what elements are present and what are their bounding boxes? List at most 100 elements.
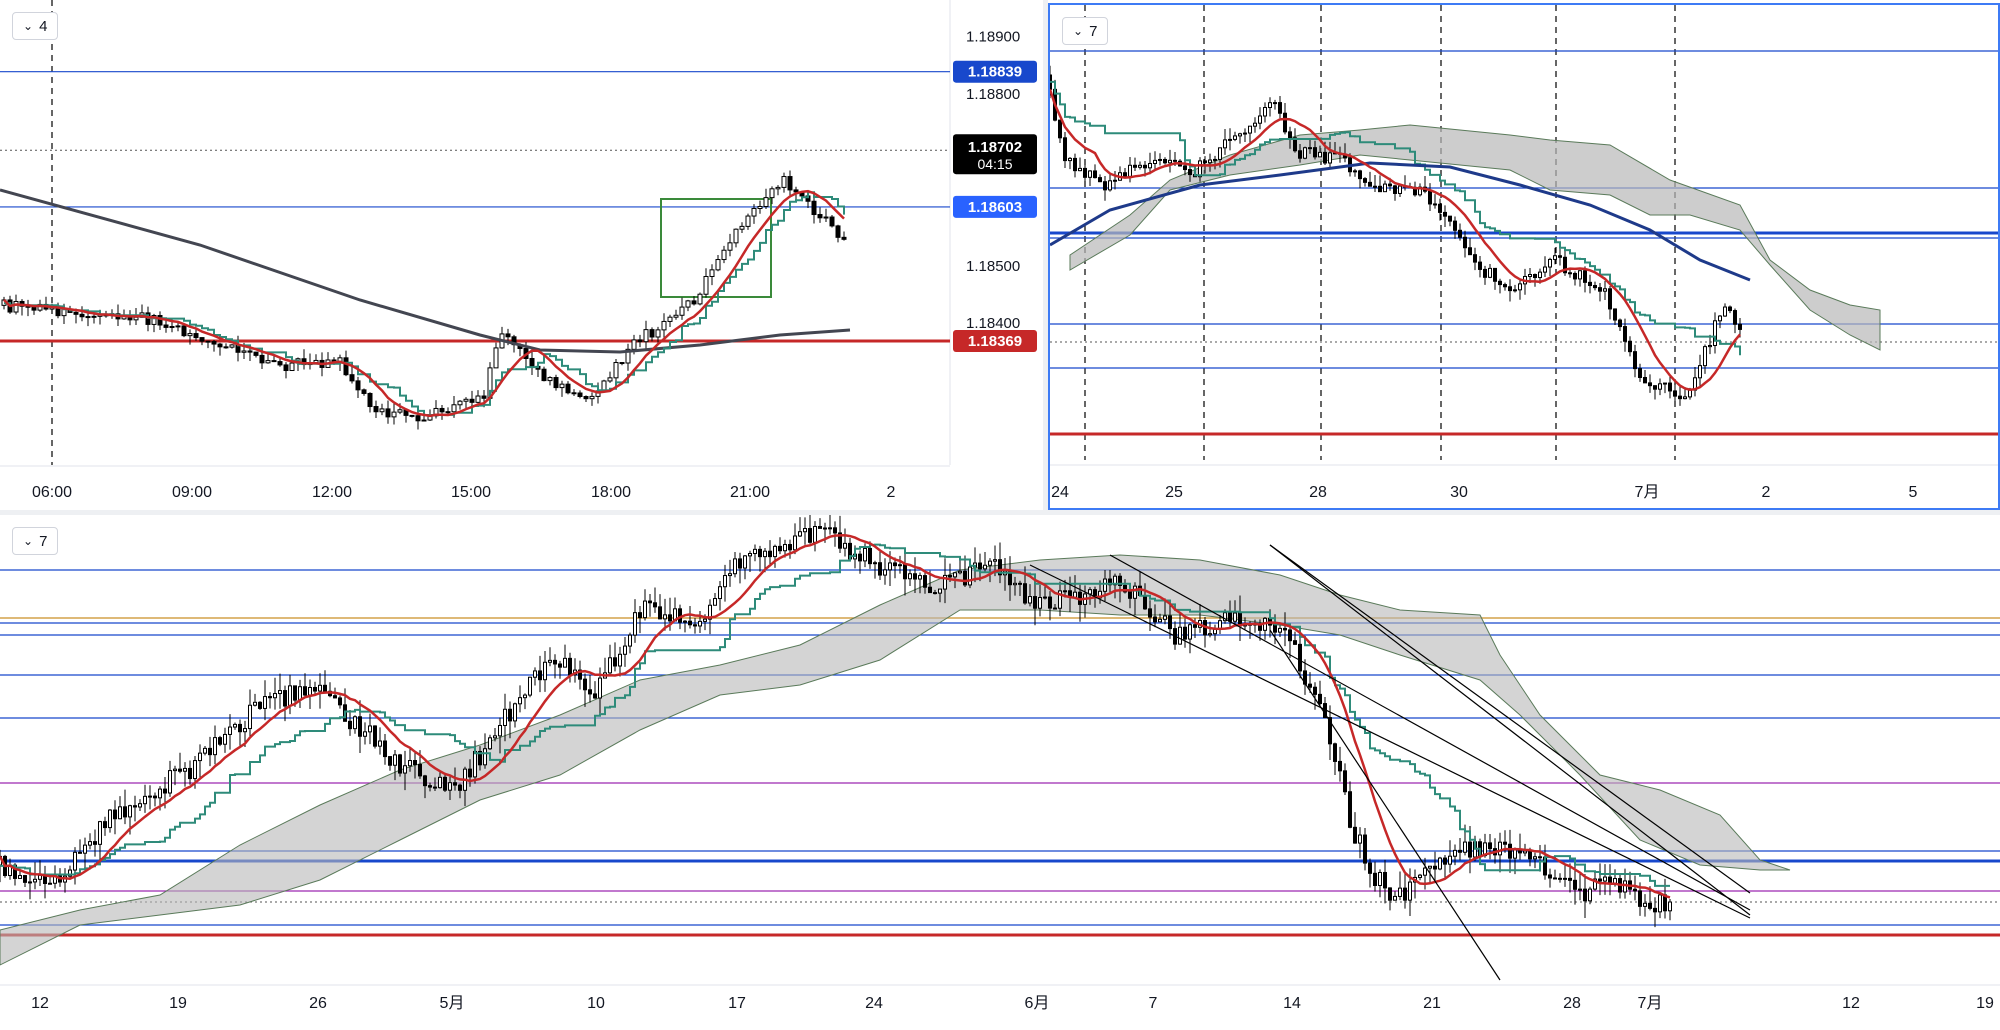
candle-body — [451, 404, 457, 413]
candle-body — [443, 776, 447, 791]
candle-body — [23, 875, 27, 883]
candle-body — [193, 760, 197, 780]
candle-body — [793, 535, 797, 551]
candle-body — [1388, 887, 1392, 901]
candle-body — [685, 300, 691, 308]
candle-body — [1203, 160, 1207, 164]
panel-separator-horizontal[interactable] — [0, 510, 2000, 515]
candle-body — [1198, 160, 1202, 178]
candle-body — [1333, 743, 1337, 762]
candle-body — [1143, 164, 1147, 169]
candle-body — [1528, 274, 1532, 277]
candle-body — [1478, 261, 1482, 270]
candle-body — [1403, 887, 1407, 901]
candle-body — [428, 785, 432, 788]
candle-body — [1363, 834, 1367, 864]
candle-body — [217, 343, 223, 348]
candle-body — [1568, 877, 1572, 881]
price-tag-label: 1.18839 — [968, 64, 1022, 81]
chart-bottom-svg[interactable]: 12 19 26 5月 10 17 24 6月 7 14 21 28 7月 12 19 — [0, 515, 2000, 1030]
interval-button-bottom[interactable]: ⌄ 7 — [12, 527, 59, 555]
chart-top-left-svg[interactable]: 1.190001.189001.188001.185001.1840006:00… — [0, 0, 1043, 510]
candle-body — [133, 316, 139, 321]
chart-panel-top-right[interactable]: 24 25 28 30 7月 2 5 ⌄ 7 — [1048, 3, 2000, 510]
chart-panel-bottom[interactable]: 12 19 26 5月 10 17 24 6月 7 14 21 28 7月 12 19 ⌄ 7 — [0, 515, 2000, 1030]
candle-body — [1683, 396, 1687, 400]
candle-body — [1168, 615, 1172, 630]
candle-body — [1298, 643, 1302, 672]
candle-body — [858, 553, 862, 562]
candle-body — [73, 851, 77, 871]
candle-body — [278, 690, 282, 695]
candle-body — [1308, 683, 1312, 688]
candle-body — [163, 788, 167, 794]
panel-separator-vertical[interactable] — [1043, 0, 1048, 512]
time-tick-label: 12 — [31, 995, 49, 1012]
candle-body — [643, 600, 647, 619]
interval-button-top-left[interactable]: ⌄ 4 — [12, 12, 59, 40]
candle-body — [1058, 590, 1062, 609]
candle-body — [268, 696, 272, 699]
candle-body — [373, 406, 379, 413]
candle-body — [688, 620, 692, 626]
candle-body — [1443, 211, 1447, 217]
candle-body — [1228, 138, 1232, 141]
candle-body — [583, 396, 589, 400]
candle-body — [838, 532, 842, 549]
candle-body — [817, 214, 823, 219]
candle-body — [213, 737, 217, 756]
candle-body — [623, 645, 627, 655]
highlight-box — [660, 198, 772, 298]
chart-top-right-svg[interactable]: 24 25 28 30 7月 2 5 — [1050, 5, 1998, 508]
candle-body — [1603, 876, 1607, 882]
candle-body — [1638, 368, 1642, 378]
candle-body — [88, 841, 92, 846]
candle-body — [363, 731, 367, 737]
candle-body — [878, 562, 882, 576]
chart-panel-top-left[interactable]: 1.190001.189001.188001.185001.1840006:00… — [0, 0, 1043, 510]
candle-body — [1708, 344, 1712, 348]
interval-button-top-right[interactable]: ⌄ 7 — [1062, 17, 1109, 45]
candle-body — [1308, 147, 1312, 150]
candle-body — [1573, 272, 1577, 280]
candle-body — [781, 176, 787, 188]
candle-body — [783, 544, 787, 552]
candle-body — [1088, 170, 1092, 178]
candle-body — [723, 575, 727, 588]
candle-body — [533, 670, 537, 678]
candle-body — [1398, 185, 1402, 194]
candle-body — [1163, 158, 1167, 164]
candle-body — [445, 411, 451, 414]
candle-body — [718, 586, 722, 600]
candle-body — [633, 612, 637, 636]
candle-body — [983, 564, 987, 570]
moving-average-red — [3, 189, 845, 418]
candle-body — [1583, 888, 1587, 902]
candle-body — [1453, 220, 1457, 231]
candle-body — [1273, 624, 1277, 633]
price-tag-box — [953, 195, 1037, 218]
candle-body — [1498, 280, 1502, 286]
candle-body — [138, 803, 142, 808]
candle-body — [1428, 190, 1432, 205]
candle-body — [78, 851, 82, 854]
candle-body — [1318, 693, 1322, 705]
candle-body — [739, 225, 745, 230]
candle-body — [187, 333, 193, 337]
candle-body — [568, 657, 572, 676]
candle-body — [1548, 874, 1552, 879]
candle-body — [273, 693, 277, 699]
candle-body — [1133, 585, 1137, 599]
candle-body — [908, 573, 912, 580]
candle-body — [1668, 901, 1672, 912]
time-tick-label: 21:00 — [730, 484, 770, 501]
candle-body — [703, 618, 707, 622]
candle-body — [625, 348, 631, 364]
candle-body — [613, 657, 617, 667]
candle-body — [1063, 137, 1067, 162]
candle-body — [391, 411, 397, 418]
candle-body — [803, 528, 807, 533]
candle-body — [1273, 102, 1277, 105]
candle-body — [693, 624, 697, 627]
candle-body — [79, 313, 85, 318]
